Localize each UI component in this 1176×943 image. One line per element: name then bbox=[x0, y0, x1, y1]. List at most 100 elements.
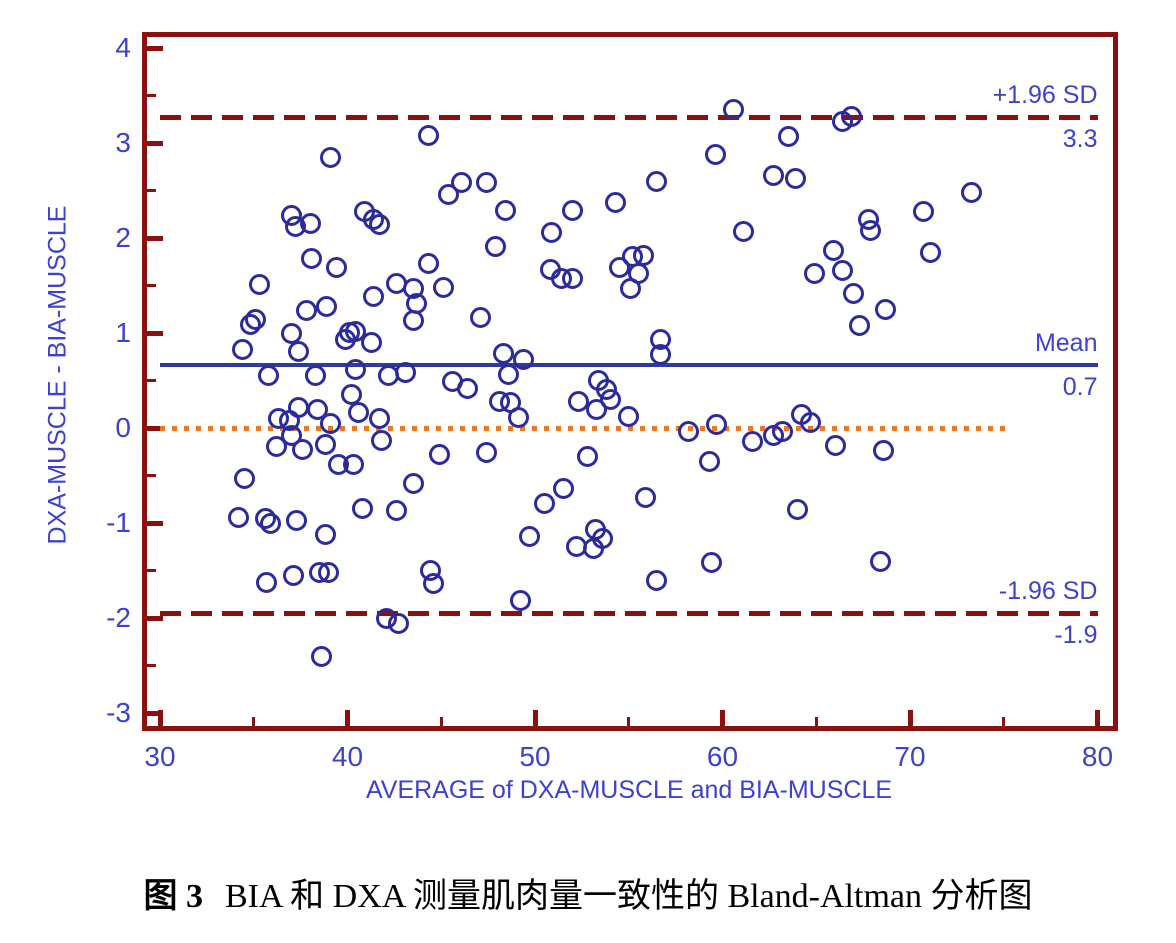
data-point bbox=[265, 435, 287, 457]
lower_loa-label: -1.96 SD bbox=[998, 577, 1098, 606]
data-point bbox=[348, 402, 370, 424]
data-point bbox=[345, 320, 367, 342]
data-point bbox=[822, 239, 844, 261]
data-point bbox=[370, 429, 392, 451]
data-point bbox=[295, 299, 317, 321]
y-tick-label: 4 bbox=[115, 32, 131, 63]
data-point bbox=[402, 310, 424, 332]
y-major-tick bbox=[147, 45, 163, 51]
plot-area bbox=[142, 32, 1118, 731]
x-tick-label: 30 bbox=[144, 741, 176, 772]
data-point bbox=[314, 433, 336, 455]
data-point bbox=[869, 551, 891, 573]
x-major-tick bbox=[532, 710, 538, 726]
data-point bbox=[368, 214, 390, 236]
x-tick-label: 50 bbox=[519, 741, 551, 772]
data-point bbox=[417, 253, 439, 275]
y-minor-tick bbox=[147, 379, 156, 382]
data-point bbox=[605, 192, 627, 214]
data-point bbox=[318, 561, 340, 583]
data-point bbox=[873, 440, 895, 462]
data-point bbox=[777, 125, 799, 147]
y-minor-tick bbox=[147, 94, 156, 97]
mean-value-label: 0.7 bbox=[1062, 373, 1098, 402]
data-point bbox=[772, 421, 793, 443]
data-point bbox=[395, 362, 417, 384]
data-point bbox=[260, 513, 282, 535]
data-point bbox=[875, 298, 897, 320]
data-point bbox=[245, 309, 267, 331]
mean-line bbox=[160, 363, 1098, 368]
data-point bbox=[344, 358, 366, 380]
y-tick-label: 0 bbox=[115, 412, 131, 443]
y-major-tick bbox=[147, 710, 163, 716]
data-point bbox=[800, 411, 822, 433]
x-major-tick bbox=[720, 710, 725, 726]
data-point bbox=[700, 552, 722, 574]
upper_loa-label: +1.96 SD bbox=[992, 81, 1098, 110]
data-point bbox=[305, 365, 327, 387]
data-point bbox=[492, 343, 514, 365]
y-major-tick bbox=[147, 330, 163, 336]
y-axis-title: DXA-MUSCLE - BIA-MUSCLE bbox=[43, 205, 72, 545]
data-point bbox=[325, 256, 347, 278]
data-point bbox=[678, 421, 700, 443]
y-tick-label: 2 bbox=[115, 222, 131, 253]
data-point bbox=[552, 478, 574, 500]
data-point bbox=[824, 434, 846, 456]
data-point bbox=[352, 498, 373, 520]
data-point bbox=[533, 492, 555, 514]
data-point bbox=[787, 499, 808, 521]
data-point bbox=[912, 200, 934, 222]
data-point bbox=[698, 450, 720, 472]
data-point bbox=[565, 536, 587, 558]
upper_loa-line bbox=[160, 114, 1098, 120]
data-point bbox=[402, 472, 424, 494]
data-point bbox=[848, 314, 870, 336]
data-point bbox=[762, 164, 784, 186]
data-point bbox=[485, 236, 507, 258]
figure-title-text: BIA 和 DXA 测量肌肉量一致性的 Bland-Altman 分析图 bbox=[225, 878, 1033, 915]
y-major-tick bbox=[147, 425, 163, 431]
y-major-tick bbox=[147, 235, 163, 241]
x-minor-tick bbox=[439, 717, 443, 726]
data-point bbox=[342, 453, 364, 475]
data-point bbox=[475, 172, 497, 194]
data-point bbox=[608, 256, 630, 278]
data-point bbox=[494, 199, 516, 221]
plot-canvas bbox=[147, 37, 1113, 726]
data-point bbox=[832, 259, 853, 281]
lower_loa-line bbox=[160, 610, 1098, 616]
data-point bbox=[562, 268, 583, 290]
data-point bbox=[704, 143, 726, 165]
data-point bbox=[310, 646, 332, 668]
y-tick-label: 3 bbox=[115, 127, 131, 158]
figure-caption: 图 3 BIA 和 DXA 测量肌肉量一致性的 Bland-Altman 分析图 bbox=[0, 868, 1176, 917]
data-point bbox=[785, 167, 807, 189]
data-point bbox=[841, 105, 863, 127]
data-point bbox=[232, 338, 253, 360]
data-point bbox=[498, 364, 520, 386]
y-tick-label: -2 bbox=[106, 602, 131, 633]
data-point bbox=[562, 199, 583, 221]
y-major-tick bbox=[147, 615, 163, 621]
data-point bbox=[457, 377, 478, 399]
data-point bbox=[368, 408, 390, 429]
x-major-tick bbox=[907, 710, 913, 726]
data-point bbox=[635, 486, 657, 508]
data-point bbox=[803, 262, 825, 284]
x-tick-label: 40 bbox=[331, 741, 364, 772]
y-minor-tick bbox=[147, 284, 156, 287]
y-tick-label: -3 bbox=[106, 697, 131, 728]
data-point bbox=[732, 220, 754, 242]
data-point bbox=[432, 276, 454, 298]
data-point bbox=[314, 523, 336, 545]
data-point bbox=[228, 506, 250, 528]
y-minor-tick bbox=[147, 664, 156, 667]
data-point bbox=[301, 248, 323, 270]
data-point bbox=[258, 365, 280, 387]
data-point bbox=[586, 398, 608, 420]
x-minor-tick bbox=[814, 717, 818, 726]
data-point bbox=[316, 295, 338, 317]
upper_loa-value-label: 3.3 bbox=[1062, 125, 1098, 154]
